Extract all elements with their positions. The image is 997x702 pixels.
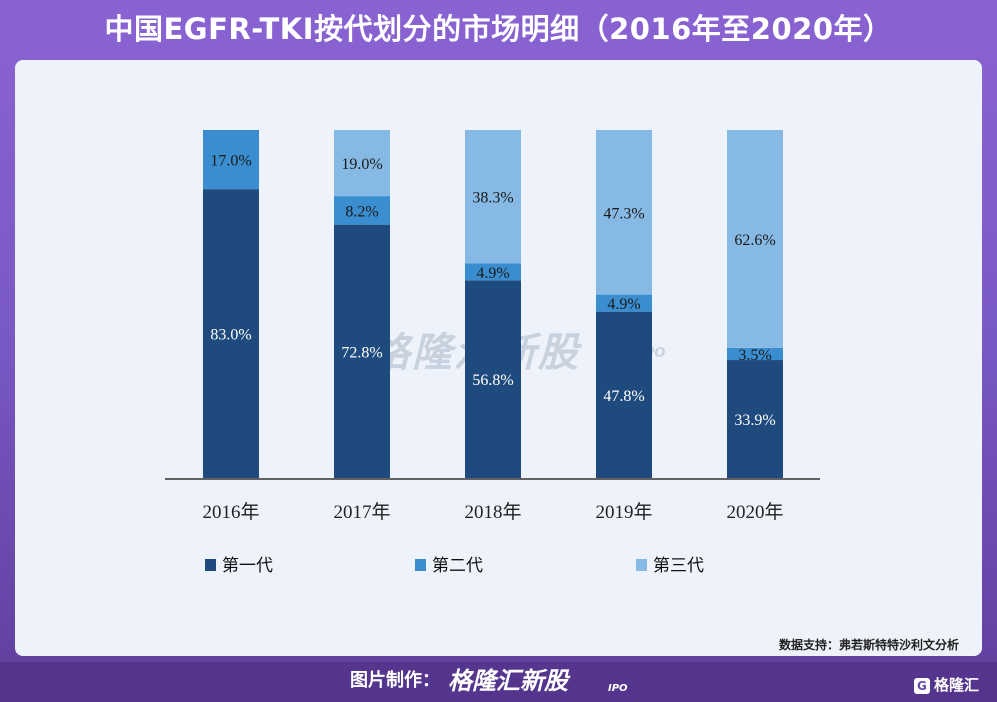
bar-segment-1-1 [203, 189, 259, 478]
bar-segment-3-5 [727, 130, 783, 348]
legend-label-3: 第三代 [653, 556, 704, 576]
bar-segment-1-2 [334, 224, 390, 478]
footer-brand-sub: IPO [608, 683, 628, 694]
data-label-3-2: 19.0% [341, 156, 382, 173]
page-title: 中国EGFR-TKI按代划分的市场明细（2016年至2020年） [104, 12, 893, 46]
x-tick-label-2: 2017年 [333, 501, 390, 523]
data-label-2-4: 4.9% [607, 296, 640, 313]
bar-segment-2-1 [203, 130, 259, 190]
x-tick-label-1: 2016年 [202, 501, 259, 523]
data-label-2-1: 17.0% [210, 153, 251, 170]
data-label-1-2: 72.8% [341, 344, 382, 361]
bar-segment-2-4 [596, 294, 652, 312]
bar-segment-1-4 [596, 311, 652, 478]
data-label-1-1: 83.0% [210, 327, 251, 344]
data-label-3-5: 62.6% [734, 232, 775, 249]
x-tick-label-3: 2018年 [464, 501, 521, 523]
footer-mini-brand-text: 格隆汇 [933, 676, 979, 694]
footer-bar [0, 662, 997, 702]
bar-segment-2-2 [334, 196, 390, 225]
data-label-2-5: 3.5% [738, 347, 771, 364]
legend-swatch-2 [415, 559, 426, 571]
legend-swatch-1 [205, 559, 216, 571]
x-tick-label-5: 2020年 [726, 501, 783, 523]
x-tick-label-4: 2019年 [595, 501, 652, 523]
bar-segment-1-5 [727, 360, 783, 478]
brand-logo-icon: G [913, 677, 930, 694]
data-label-1-4: 47.8% [603, 388, 644, 405]
data-label-3-4: 47.3% [603, 205, 644, 222]
data-label-2-2: 8.2% [345, 203, 378, 220]
bar-segment-3-2 [334, 130, 390, 197]
legend-swatch-3 [636, 559, 647, 571]
footer-mini-brand: G 格隆汇 [913, 674, 979, 695]
footer-credit-label: 图片制作： [350, 670, 440, 691]
legend-label-2: 第二代 [432, 556, 483, 576]
legend-label-1: 第一代 [222, 556, 273, 576]
data-source: 数据支持：弗若斯特特沙利文分析 [778, 638, 959, 652]
bar-segment-2-5 [727, 347, 783, 361]
bar-segment-3-3 [465, 130, 521, 264]
bar-segment-2-3 [465, 263, 521, 281]
data-label-1-3: 56.8% [472, 372, 513, 389]
bar-segment-3-4 [596, 130, 652, 295]
data-label-1-5: 33.9% [734, 412, 775, 429]
footer-brand: 格隆汇新股 [448, 667, 568, 695]
bar-segment-1-3 [465, 280, 521, 478]
data-label-2-3: 4.9% [476, 265, 509, 282]
data-label-3-3: 38.3% [472, 190, 513, 207]
